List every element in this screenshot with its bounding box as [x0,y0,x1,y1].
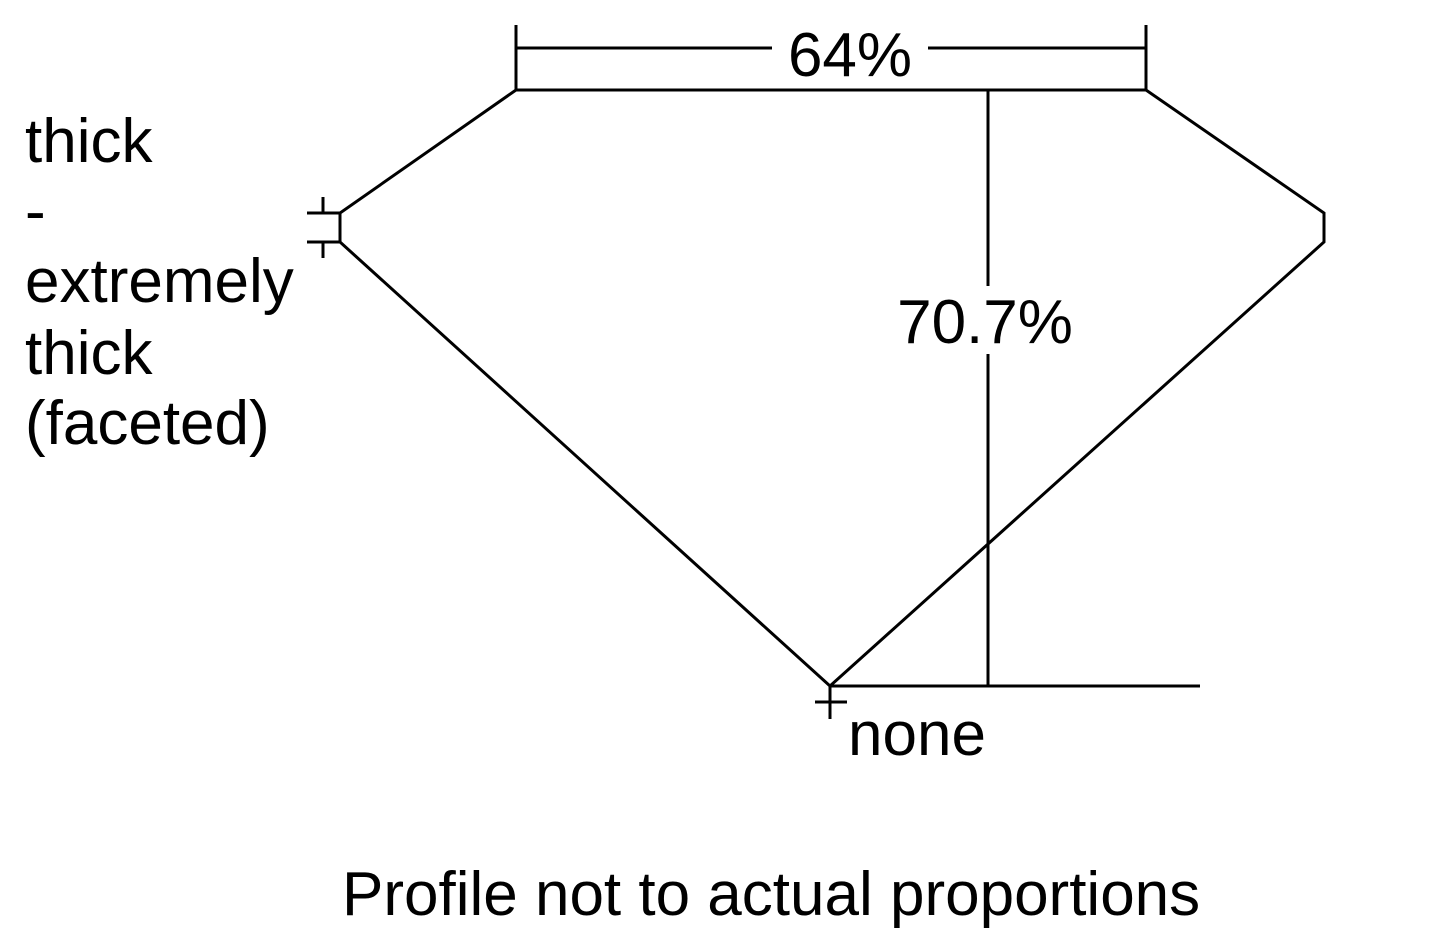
girdle-label-line: thick [25,107,153,176]
girdle-label-line: - [25,177,46,246]
depth-percentage: 70.7% [897,288,1073,357]
depth-dimension-line [830,90,1200,688]
girdle-marker [307,197,340,258]
footer-note: Profile not to actual proportions [342,860,1200,929]
table-dimension-line [514,25,1148,90]
table-percentage: 64% [788,21,912,90]
culet-label: none [848,700,986,769]
culet-marker [815,686,847,719]
girdle-label-line: (faceted) [25,389,270,458]
girdle-label-line: thick [25,319,153,388]
girdle-label: thick - extremely thick (faceted) [25,107,294,458]
girdle-label-line: extremely [25,247,294,316]
gem-outline [338,88,1326,689]
